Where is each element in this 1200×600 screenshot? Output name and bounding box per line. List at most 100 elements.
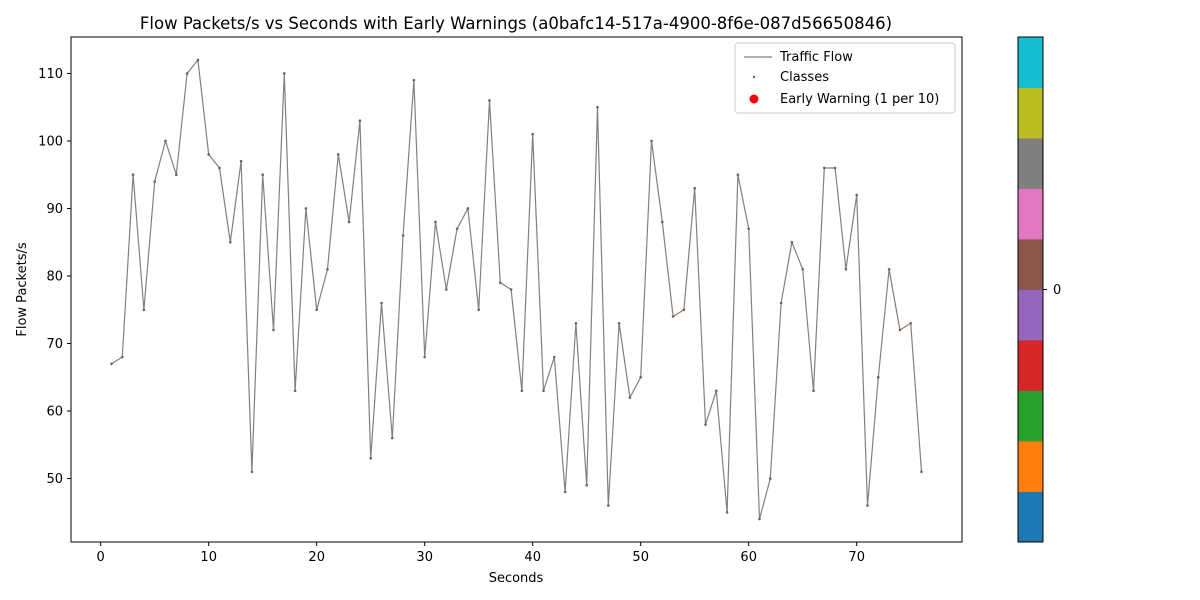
class-point <box>855 193 858 197</box>
class-point <box>293 389 297 393</box>
legend-label-traffic-flow: Traffic Flow <box>779 50 853 65</box>
colorbar-segment <box>1018 138 1043 189</box>
class-point <box>887 267 891 271</box>
x-tick-label: 40 <box>524 550 541 565</box>
x-tick-label: 10 <box>200 550 217 565</box>
plot-frame <box>70 36 963 543</box>
y-axis-label: Flow Packets/s <box>15 242 30 336</box>
class-point <box>628 396 632 399</box>
colorbar-segment <box>1018 491 1043 543</box>
class-point <box>412 78 416 82</box>
series-line-traffic-flow <box>111 58 923 520</box>
class-point <box>499 281 502 285</box>
class-point <box>823 166 826 170</box>
class-point <box>531 132 534 136</box>
class-point <box>401 234 405 237</box>
class-point <box>110 362 113 366</box>
x-tick-label: 0 <box>97 550 105 565</box>
colorbar-segment <box>1018 441 1043 492</box>
class-point <box>898 328 902 332</box>
x-tick-label: 70 <box>848 550 865 565</box>
class-point <box>812 389 815 393</box>
class-point <box>175 173 178 177</box>
class-point <box>488 99 491 102</box>
legend-marker-swatch <box>752 75 756 79</box>
legend: Traffic Flow Classes Early Warning (1 pe… <box>734 42 956 114</box>
class-point <box>790 240 794 244</box>
class-point <box>369 456 373 460</box>
class-point <box>920 470 923 474</box>
class-point <box>380 301 383 305</box>
class-point <box>185 72 189 75</box>
colorbar-segment <box>1018 239 1043 290</box>
class-point <box>542 389 545 393</box>
class-point <box>131 173 135 177</box>
class-point <box>423 355 427 359</box>
class-point <box>434 220 437 224</box>
class-point <box>326 267 329 271</box>
class-point <box>283 72 286 75</box>
class-point <box>596 105 599 109</box>
class-point <box>229 240 232 244</box>
class-point <box>304 207 308 210</box>
colorbar-segment <box>1018 87 1043 139</box>
colorbar-segment <box>1018 289 1043 341</box>
class-point <box>358 119 362 123</box>
class-point <box>509 288 513 291</box>
class-point <box>866 504 869 507</box>
colorbar-segment <box>1018 340 1043 391</box>
class-point <box>725 510 729 514</box>
class-point <box>801 267 804 271</box>
y-tick-label: 110 <box>38 67 63 82</box>
class-point <box>315 308 319 312</box>
class-point <box>466 207 470 210</box>
class-point <box>347 220 351 224</box>
class-point <box>153 180 156 183</box>
class-marker-layer <box>110 58 923 521</box>
class-point <box>617 321 621 325</box>
class-point <box>239 159 243 163</box>
class-point <box>779 301 783 305</box>
x-tick-label: 20 <box>308 550 325 565</box>
class-point <box>736 173 740 177</box>
class-point <box>337 153 340 156</box>
colorbar: 0 <box>1017 36 1061 543</box>
series-line-layer <box>111 58 923 520</box>
class-point <box>844 267 848 271</box>
y-axis: 50 60 70 80 90 100 110 <box>38 67 71 487</box>
class-point <box>207 153 210 156</box>
plot-area <box>70 36 963 543</box>
class-point <box>445 288 448 291</box>
x-axis: 0 10 20 30 40 50 60 70 <box>97 542 865 565</box>
class-point <box>671 315 675 318</box>
y-tick-label: 100 <box>38 134 63 149</box>
class-point <box>520 389 524 393</box>
legend-label-early-warning: Early Warning (1 per 10) <box>780 92 939 107</box>
class-point <box>639 375 642 379</box>
colorbar-segments <box>1018 37 1043 543</box>
y-tick-label: 50 <box>46 472 63 487</box>
colorbar-tick-label: 0 <box>1053 283 1061 298</box>
class-point <box>682 308 686 312</box>
class-point <box>218 166 221 170</box>
class-point <box>250 470 254 474</box>
legend-box <box>734 42 956 114</box>
class-point <box>261 173 265 177</box>
class-point <box>142 308 146 312</box>
class-point <box>758 517 761 521</box>
y-tick-label: 70 <box>46 337 63 352</box>
chart-title: Flow Packets/s vs Seconds with Early War… <box>140 14 892 33</box>
class-point <box>455 227 459 231</box>
x-tick-label: 50 <box>632 550 649 565</box>
class-point <box>909 321 912 325</box>
legend-warning-swatch <box>749 94 759 104</box>
class-point <box>769 477 772 480</box>
y-tick-label: 90 <box>46 202 63 217</box>
class-point <box>704 423 707 426</box>
class-point <box>877 375 880 379</box>
class-point <box>661 220 664 224</box>
class-point <box>607 504 610 507</box>
class-point <box>553 355 556 359</box>
class-point <box>272 328 275 332</box>
